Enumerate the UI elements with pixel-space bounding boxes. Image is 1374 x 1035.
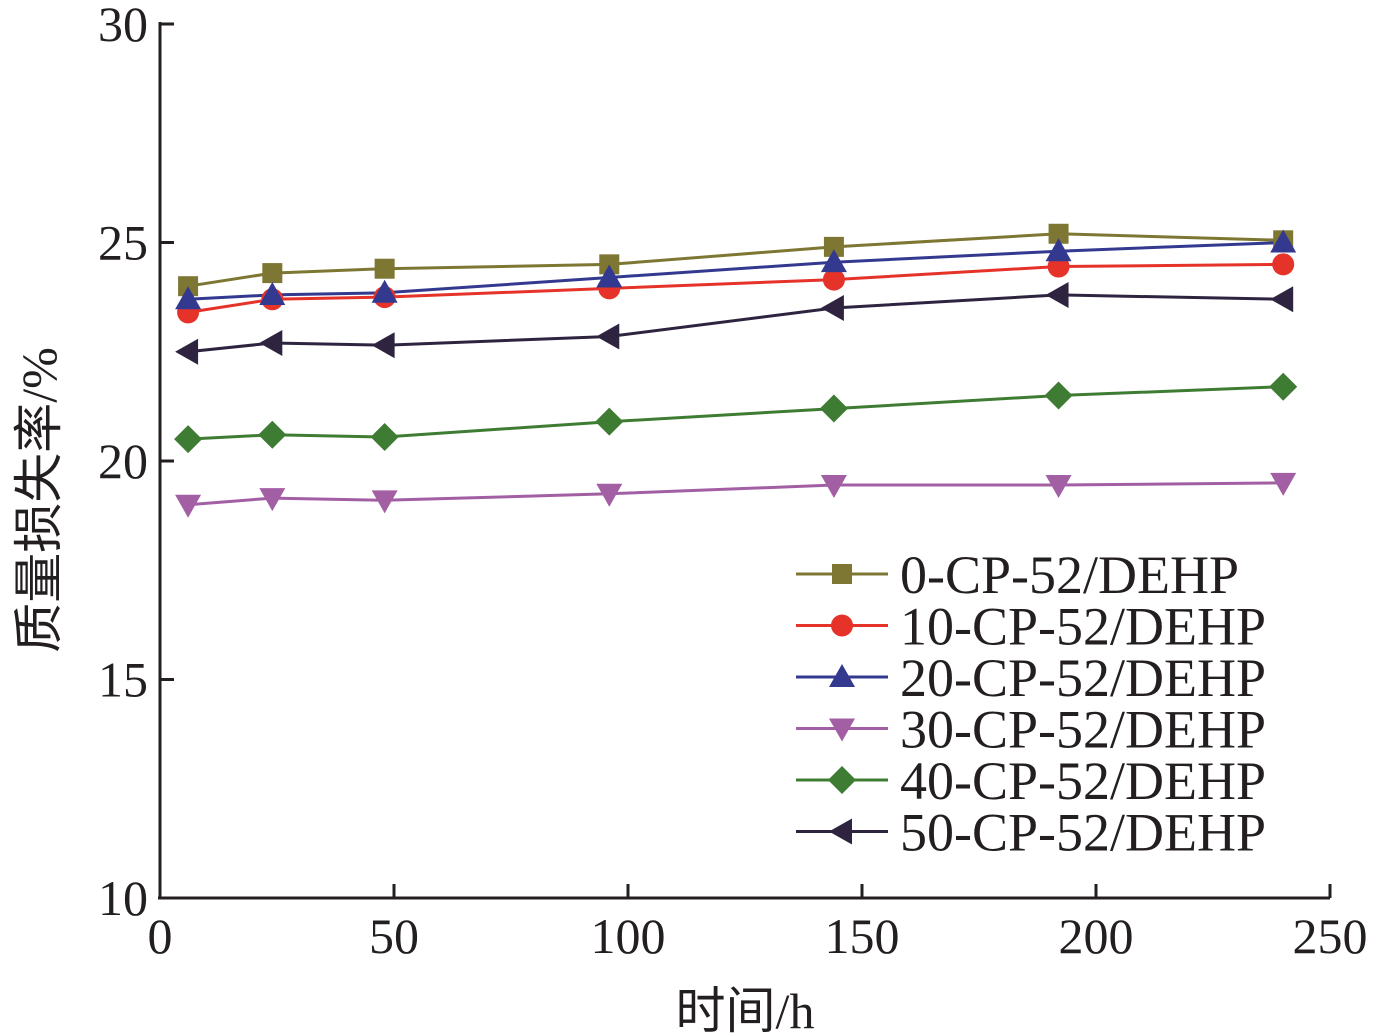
data-point-4-1 <box>258 420 287 449</box>
legend-label: 10-CP-52/DEHP <box>900 597 1266 657</box>
data-point-4-6 <box>1269 372 1298 401</box>
legend-item: 50-CP-52/DEHP <box>796 803 1266 863</box>
legend-item: 20-CP-52/DEHP <box>796 648 1266 708</box>
data-point-3-4 <box>820 475 847 499</box>
legend-marker <box>829 664 855 687</box>
legend-label: 30-CP-52/DEHP <box>900 700 1266 760</box>
x-tick-label: 250 <box>1293 908 1368 964</box>
data-point-2-4 <box>820 249 847 273</box>
data-point-3-3 <box>596 483 623 507</box>
y-axis-ticks: 10 15 20 25 30 <box>98 0 174 926</box>
series-line-3 <box>187 481 1284 507</box>
legend-marker <box>829 718 855 742</box>
data-point-5-5 <box>1045 281 1069 308</box>
series-line-5 <box>187 293 1284 354</box>
data-point-1-4 <box>822 268 845 291</box>
data-point-3-0 <box>175 494 202 518</box>
y-tick-label: 20 <box>98 433 148 489</box>
data-point-5-0 <box>175 338 199 365</box>
legend-item: 40-CP-52/DEHP <box>796 751 1266 811</box>
y-tick-label: 10 <box>98 870 148 926</box>
data-point-2-3 <box>596 264 623 288</box>
data-point-0-1 <box>262 263 283 284</box>
x-axis-ticks: 0 50 100 150 200 250 <box>148 884 1368 964</box>
legend-label: 50-CP-52/DEHP <box>900 803 1266 863</box>
y-axis-title: 质量损失率/% <box>11 347 67 653</box>
data-point-2-5 <box>1045 238 1072 262</box>
data-point-3-6 <box>1270 472 1297 496</box>
data-point-2-1 <box>259 281 286 305</box>
x-tick-label: 50 <box>369 908 419 964</box>
data-point-3-1 <box>259 488 286 512</box>
x-tick-label: 150 <box>825 908 900 964</box>
series-line-0 <box>187 232 1284 288</box>
x-tick-label: 0 <box>148 908 173 964</box>
data-point-5-4 <box>820 295 844 322</box>
data-point-5-2 <box>371 332 395 359</box>
data-point-2-2 <box>371 279 398 303</box>
data-point-2-6 <box>1270 229 1297 253</box>
legend-item: 10-CP-52/DEHP <box>796 597 1266 657</box>
data-point-0-3 <box>599 254 620 275</box>
data-point-4-4 <box>819 394 848 423</box>
data-point-1-6 <box>1272 253 1295 276</box>
y-tick-label: 15 <box>98 652 148 708</box>
legend-marker <box>829 818 852 845</box>
series-lines <box>187 232 1284 507</box>
y-tick-label: 25 <box>98 215 148 271</box>
legend-marker <box>832 564 852 584</box>
series-line-4 <box>188 385 1284 441</box>
x-axis-title: 时间/h <box>676 983 815 1035</box>
data-point-3-2 <box>371 490 398 514</box>
data-point-5-1 <box>259 330 283 357</box>
legend-label: 20-CP-52/DEHP <box>900 648 1266 708</box>
legend: 0-CP-52/DEHP10-CP-52/DEHP20-CP-52/DEHP30… <box>796 545 1266 863</box>
legend-marker <box>828 766 856 794</box>
data-point-5-6 <box>1270 286 1294 313</box>
legend-item: 0-CP-52/DEHP <box>796 545 1239 605</box>
series-markers <box>174 223 1298 518</box>
data-point-0-5 <box>1048 223 1069 244</box>
legend-marker <box>831 614 853 637</box>
data-point-0-4 <box>823 236 844 257</box>
legend-item: 30-CP-52/DEHP <box>796 700 1266 760</box>
y-tick-label: 30 <box>98 0 148 52</box>
data-point-0-0 <box>178 276 199 297</box>
data-point-3-5 <box>1045 475 1072 499</box>
x-tick-label: 100 <box>591 908 666 964</box>
series-line-1 <box>187 262 1284 314</box>
data-point-4-2 <box>370 422 399 451</box>
x-tick-label: 200 <box>1059 908 1134 964</box>
data-point-4-3 <box>595 407 624 436</box>
legend-label: 40-CP-52/DEHP <box>900 751 1266 811</box>
data-point-4-0 <box>174 425 203 454</box>
data-point-2-0 <box>175 286 202 310</box>
data-point-0-2 <box>374 258 395 279</box>
data-point-5-3 <box>596 323 620 350</box>
data-point-4-5 <box>1044 381 1073 410</box>
legend-label: 0-CP-52/DEHP <box>900 545 1239 605</box>
